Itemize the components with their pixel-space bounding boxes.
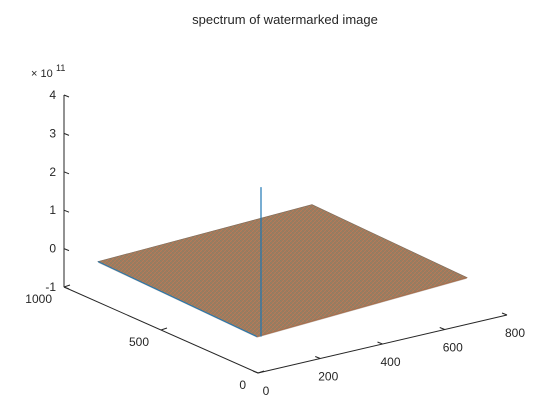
y-tick-label: 1000 — [25, 292, 52, 306]
x-tick-mark — [440, 328, 445, 330]
surface-main — [98, 205, 467, 337]
z-tick-mark — [64, 210, 69, 212]
x-tick-label: 0 — [263, 384, 270, 398]
z-tick-label: 3 — [49, 126, 56, 140]
z-tick-mark — [64, 249, 69, 251]
x-tick-label: 200 — [318, 370, 338, 384]
x-tick-label: 800 — [505, 326, 525, 340]
y-tick-mark — [161, 328, 167, 330]
x-tick-label: 400 — [380, 355, 400, 369]
z-exponent: × 10 11 — [31, 63, 65, 80]
z-exponent-label: × 10 — [31, 68, 53, 80]
z-tick-label: 4 — [49, 88, 56, 102]
x-tick-mark — [315, 357, 320, 359]
x-tick-label: 600 — [443, 341, 463, 355]
z-exponent-power: 11 — [56, 63, 65, 73]
y-tick-label: 500 — [129, 335, 149, 349]
x-tick-mark — [378, 342, 383, 344]
surface-plot — [98, 187, 467, 337]
z-tick-mark — [64, 133, 69, 135]
y-tick-mark — [64, 285, 70, 287]
z-tick-label: 0 — [49, 242, 56, 256]
x-tick-mark — [502, 313, 507, 315]
chart-title: spectrum of watermarked image — [192, 12, 378, 27]
z-tick-label: 1 — [49, 203, 56, 217]
z-tick-mark — [64, 95, 69, 97]
y-tick-label: 0 — [239, 378, 246, 392]
x-tick-mark — [253, 371, 258, 373]
z-tick-mark — [64, 172, 69, 174]
z-tick-label: 2 — [49, 165, 56, 179]
